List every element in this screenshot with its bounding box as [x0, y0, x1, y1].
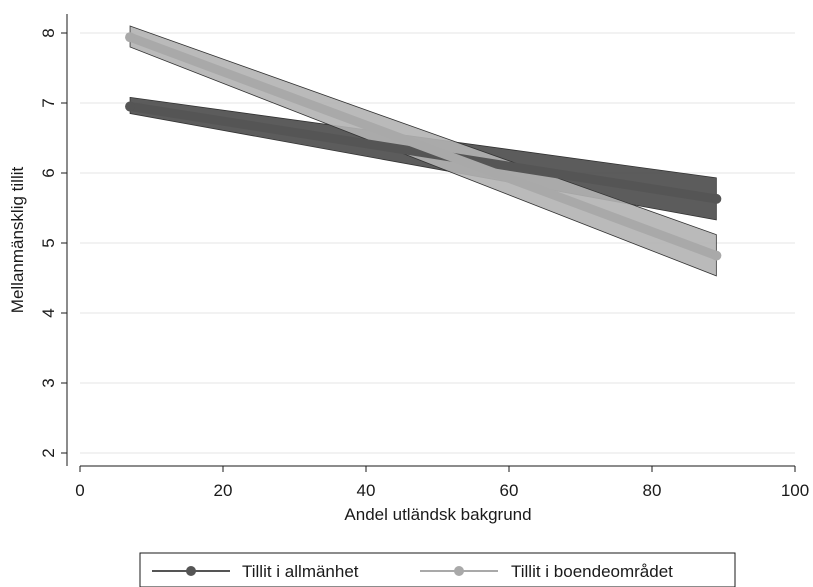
endpoint-series-1 — [711, 250, 722, 261]
legend-marker-boendeomradet — [454, 566, 464, 576]
y-tick-label: 6 — [39, 168, 58, 177]
y-tick-label: 4 — [39, 308, 58, 317]
legend-marker-allmanhet — [186, 566, 196, 576]
x-tick-label: 20 — [214, 481, 233, 500]
fit-line-series-1 — [125, 32, 721, 261]
y-tick-label: 8 — [39, 28, 58, 37]
legend-label-boendeomradet: Tillit i boendeområdet — [511, 562, 673, 581]
gridlines — [80, 32, 795, 454]
x-tick-label: 100 — [781, 481, 809, 500]
x-axis-title: Andel utländsk bakgrund — [344, 505, 531, 524]
y-tick-label: 5 — [39, 238, 58, 247]
y-ticks: 2 3 4 5 6 7 8 — [39, 28, 67, 458]
legend-label-allmanhet: Tillit i allmänhet — [242, 562, 359, 581]
endpoint-series-0 — [711, 193, 722, 204]
series-lines — [125, 32, 722, 261]
y-axis-title: Mellanmänsklig tillit — [8, 167, 27, 314]
x-ticks: 0 20 40 60 80 100 — [75, 466, 809, 500]
endpoint-series-1 — [125, 32, 136, 43]
legend: Tillit i allmänhet Tillit i boendeområde… — [139, 552, 736, 587]
endpoint-series-0 — [125, 101, 136, 112]
y-tick-label: 3 — [39, 378, 58, 387]
y-tick-label: 7 — [39, 98, 58, 107]
x-tick-label: 40 — [357, 481, 376, 500]
x-tick-label: 60 — [500, 481, 519, 500]
x-tick-label: 0 — [75, 481, 84, 500]
y-tick-label: 2 — [39, 448, 58, 457]
fit-line-series-0 — [125, 102, 721, 204]
x-tick-label: 80 — [643, 481, 662, 500]
axes — [66, 14, 795, 467]
